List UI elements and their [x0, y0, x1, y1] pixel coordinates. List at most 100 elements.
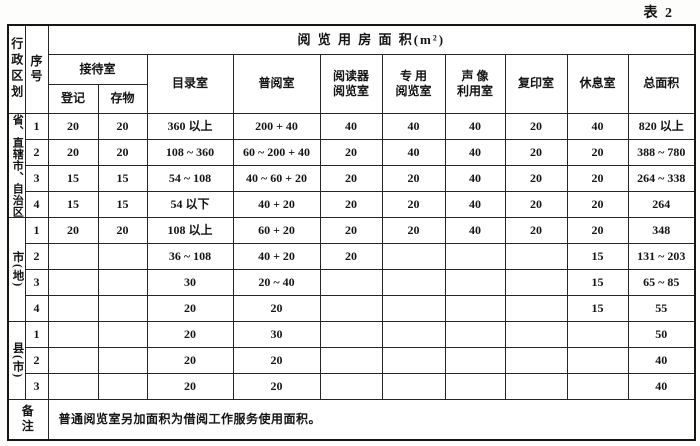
col-header-general-reading: 普阅室	[232, 53, 321, 114]
table-row: 3 20 20 40	[8, 373, 696, 400]
cell-av	[444, 243, 506, 270]
cell-register	[47, 347, 99, 374]
cell-register: 20	[47, 138, 99, 166]
cell-av	[444, 295, 506, 322]
cell-av: 40	[444, 112, 506, 140]
cell-register: 15	[47, 164, 99, 192]
table-number-label: 表 2	[643, 6, 674, 21]
cell-catalog: 54 以下	[146, 190, 234, 219]
cell-catalog: 20	[146, 295, 234, 322]
cell-register	[47, 269, 99, 296]
cell-catalog: 108 ~ 360	[146, 138, 234, 166]
col-header-lounge: 休息室	[566, 53, 629, 114]
cell-av: 40	[444, 190, 506, 219]
cell-total: 264	[627, 190, 696, 219]
cell-lounge: 15	[566, 243, 629, 270]
cell-av: 40	[444, 217, 506, 244]
cell-copy: 20	[504, 112, 568, 140]
cell-copy: 20	[504, 164, 568, 192]
reading-room-area-table: 行政区划 序 号 阅 览 用 房 面 积(m²) 接待室 目录室 普阅室 阅读器…	[7, 24, 697, 441]
cell-total: 65 ~ 85	[627, 269, 696, 296]
cell-reader	[319, 347, 383, 374]
table-row: 市(地) 1 20 20 108 以上 60 + 20 20 20 40 20 …	[7, 217, 696, 322]
cell-av: 40	[444, 138, 506, 166]
cell-reader	[319, 269, 383, 296]
cell-catalog: 108 以上	[146, 217, 234, 244]
note-text: 普通阅览室另加面积为借阅工作服务使用面积。	[47, 399, 696, 440]
cell-reader: 20	[319, 190, 383, 219]
row-serial: 2	[24, 347, 49, 374]
row-serial: 3	[24, 269, 49, 296]
table-row: 2 36 ~ 108 40 + 20 20 15 131 ~ 203	[8, 243, 696, 270]
cell-copy: 20	[504, 190, 568, 219]
col-header-total-area: 总面积	[627, 53, 696, 114]
cell-general: 60 ~ 200 + 40	[232, 138, 321, 166]
cell-storage	[97, 347, 148, 374]
cell-special	[381, 269, 446, 296]
cell-lounge: 20	[566, 138, 629, 166]
cell-storage	[97, 321, 148, 348]
cell-storage: 20	[97, 138, 148, 166]
row-group-county: 县(市)	[7, 321, 26, 400]
cell-special	[381, 347, 446, 374]
col-header-storage: 存物	[97, 83, 148, 114]
cell-total: 348	[627, 217, 696, 244]
cell-general: 40 ~ 60 + 20	[232, 164, 321, 192]
cell-catalog: 20	[146, 321, 234, 348]
cell-total: 388 ~ 780	[627, 138, 696, 166]
cell-storage: 15	[97, 164, 148, 192]
cell-copy	[504, 347, 568, 374]
cell-special: 20	[381, 217, 446, 244]
cell-general: 20 ~ 40	[232, 269, 321, 296]
cell-register: 20	[47, 217, 99, 244]
row-serial: 1	[24, 217, 49, 244]
cell-av: 40	[444, 164, 506, 192]
cell-copy	[504, 295, 568, 322]
cell-copy	[504, 321, 568, 348]
col-header-register: 登记	[47, 83, 99, 114]
cell-lounge: 20	[566, 164, 629, 192]
col-header-reader-room: 阅读器 阅览室	[319, 53, 383, 114]
cell-av	[444, 321, 506, 348]
row-serial: 1	[24, 112, 49, 140]
cell-special: 20	[381, 164, 446, 192]
cell-special: 20	[381, 190, 446, 219]
row-serial: 3	[24, 373, 49, 400]
cell-special	[381, 321, 446, 348]
cell-register	[47, 243, 99, 270]
cell-special	[381, 243, 446, 270]
cell-catalog: 20	[146, 347, 234, 374]
cell-copy: 20	[504, 138, 568, 166]
cell-general: 40 + 20	[232, 243, 321, 270]
cell-copy	[504, 243, 568, 270]
row-serial: 2	[24, 243, 49, 270]
cell-total: 40	[627, 347, 696, 374]
cell-total: 131 ~ 203	[627, 243, 696, 270]
note-label: 备 注	[7, 399, 49, 440]
cell-reader	[319, 321, 383, 348]
cell-register	[47, 373, 99, 400]
table-row: 4 15 15 54 以下 40 + 20 20 20 40 20 20 264	[8, 190, 696, 219]
table-row: 2 20 20 40	[8, 347, 696, 374]
cell-reader: 20	[319, 217, 383, 244]
col-header-special-room: 专 用 阅览室	[381, 53, 446, 114]
col-header-serial: 序 号	[24, 24, 49, 114]
cell-lounge: 15	[566, 269, 629, 296]
cell-copy	[504, 373, 568, 400]
cell-catalog: 54 ~ 108	[146, 164, 234, 192]
cell-reader	[319, 295, 383, 322]
table-row: 2 20 20 108 ~ 360 60 ~ 200 + 40 20 40 40…	[8, 138, 696, 166]
cell-av	[444, 269, 506, 296]
cell-copy: 20	[504, 217, 568, 244]
cell-general: 20	[232, 347, 321, 374]
table-row: 3 15 15 54 ~ 108 40 ~ 60 + 20 20 20 40 2…	[8, 164, 696, 192]
cell-total: 820 以上	[627, 112, 696, 140]
cell-general: 20	[232, 295, 321, 322]
cell-reader: 20	[319, 243, 383, 270]
cell-register	[47, 295, 99, 322]
cell-general: 200 + 40	[232, 112, 321, 140]
cell-catalog: 20	[146, 373, 234, 400]
table-row: 3 30 20 ~ 40 15 65 ~ 85	[8, 269, 696, 296]
cell-catalog: 30	[146, 269, 234, 296]
